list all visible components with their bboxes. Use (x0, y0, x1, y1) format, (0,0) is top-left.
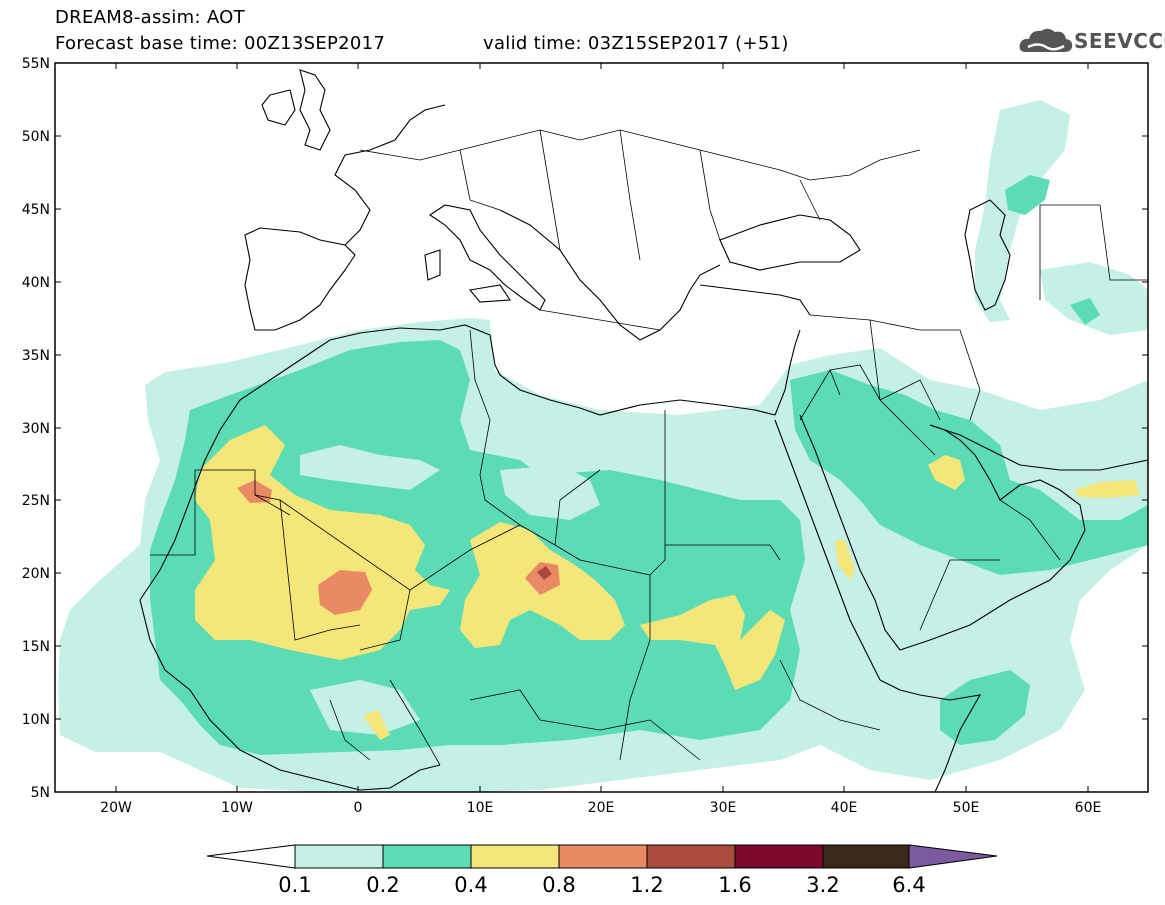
colorbar-swatch (822, 844, 910, 869)
aot-level-4-mauritania (237, 480, 272, 503)
chart-title: DREAM8-assim: AOT (55, 7, 245, 28)
colorbar-swatch (470, 844, 560, 869)
aot-level-3-sudan (640, 595, 785, 690)
aot-level-1-caspian (975, 100, 1070, 322)
lat-tick-label: 45N (22, 202, 50, 218)
aot-level-3-nigeria (363, 710, 390, 740)
lat-tick-label: 25N (22, 493, 50, 509)
colorbar-labels: 0.1 0.2 0.4 0.8 1.2 1.6 3.2 6.4 (278, 873, 925, 897)
lat-tick-label: 50N (22, 129, 50, 145)
colorbar-label: 1.6 (718, 873, 751, 897)
aot-level-4-mali (318, 570, 372, 615)
cloud-icon (1019, 28, 1073, 52)
seevccc-logo: SEEVCCC (1018, 26, 1165, 56)
colorbar-label: 6.4 (892, 873, 925, 897)
colorbar-swatch (382, 844, 472, 869)
colorbar-over-arrow (908, 844, 998, 869)
lat-tick-label: 35N (22, 348, 50, 364)
logo-text: SEEVCCC (1074, 29, 1165, 53)
lon-tick-label: 30E (710, 800, 737, 816)
colorbar-label: 0.8 (542, 873, 575, 897)
lat-tick-label: 20N (22, 566, 50, 582)
aot-level-3-oman (1075, 480, 1140, 498)
lon-tick-label: 20E (588, 800, 615, 816)
lon-tick-label: 60E (1075, 800, 1102, 816)
aot-light-patch-sahara (300, 445, 440, 490)
aot-level-2-kazakh (1070, 298, 1100, 325)
colorbar-swatch (646, 844, 736, 869)
borders (150, 129, 1148, 766)
lat-tick-label: 30N (22, 421, 50, 437)
lat-tick-label: 55N (22, 56, 50, 72)
lon-axis: 20W 10W 0 10E 20E 30E 40E 50E 60E (100, 63, 1101, 816)
colorbar-label: 0.2 (366, 873, 399, 897)
lon-tick-label: 20W (100, 800, 132, 816)
lon-tick-label: 50E (953, 800, 980, 816)
aot-level-3-red-sea (835, 540, 855, 580)
aot-level-3-saudi (928, 455, 965, 490)
aot-level-2-arabia (790, 370, 1148, 575)
coastlines (139, 69, 1148, 792)
lat-tick-label: 10N (22, 712, 50, 728)
aot-level-2-caspian (1005, 175, 1050, 215)
aot-light-patch-libya (500, 465, 600, 520)
lon-tick-label: 0 (354, 800, 363, 816)
colorbar-swatch (558, 844, 648, 869)
aot-level-4-chad (525, 562, 560, 595)
base-time: Forecast base time: 00Z13SEP2017 (55, 33, 386, 54)
aot-field (55, 63, 1148, 792)
colorbar-swatch (294, 844, 384, 869)
lat-tick-label: 40N (22, 275, 50, 291)
valid-time: valid time: 03Z15SEP2017 (+51) (483, 33, 789, 54)
colorbar-label: 3.2 (806, 873, 839, 897)
lat-tick-label: 5N (31, 785, 50, 801)
lat-tick-label: 15N (22, 639, 50, 655)
colorbar-swatch (734, 844, 824, 869)
aot-level-5-chad (537, 566, 552, 580)
colorbar (206, 844, 998, 869)
lon-tick-label: 10W (221, 800, 253, 816)
colorbar-label: 1.2 (630, 873, 663, 897)
lon-tick-label: 10E (467, 800, 494, 816)
colorbar-label: 0.4 (454, 873, 487, 897)
aot-light-patch-chad (310, 680, 420, 735)
lat-axis: 55N 50N 45N 40N 35N 30N 25N 20N 15N 10N … (22, 56, 1148, 801)
colorbar-label: 0.1 (278, 873, 311, 897)
lon-tick-label: 40E (831, 800, 858, 816)
colorbar-under-arrow (206, 844, 296, 869)
